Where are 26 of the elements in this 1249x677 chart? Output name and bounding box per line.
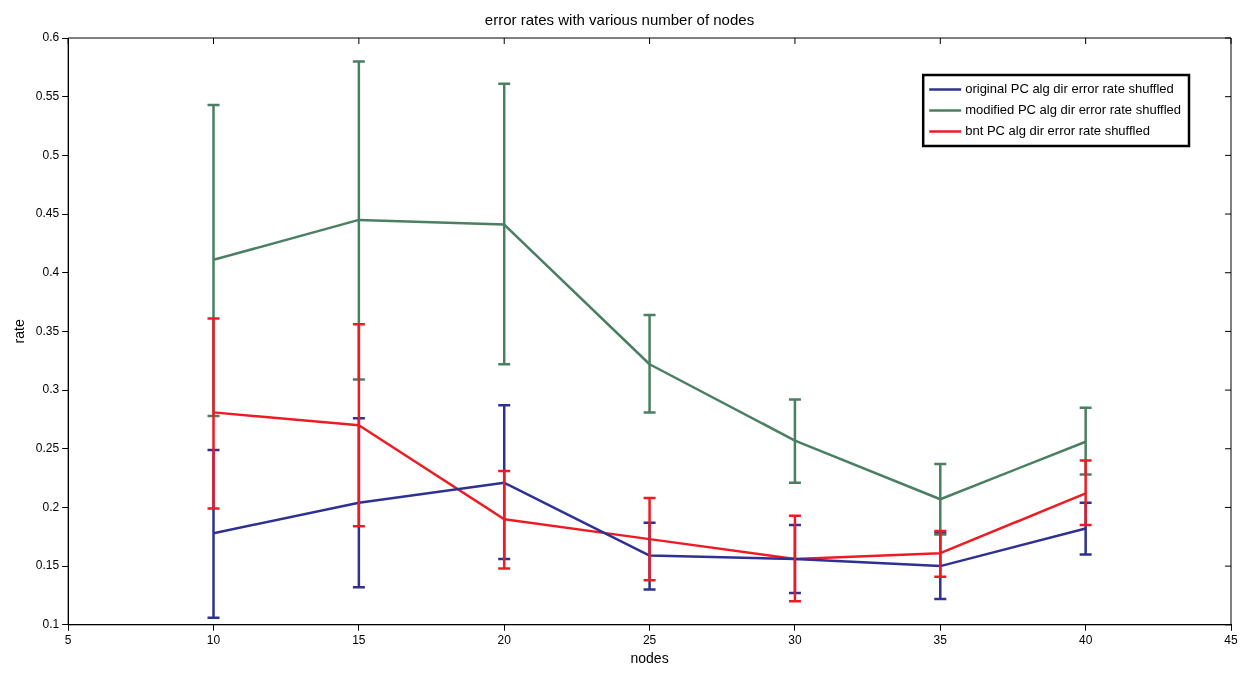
y-tick-label: 0.55 bbox=[35, 88, 60, 103]
x-axis-title: nodes bbox=[630, 650, 669, 667]
y-axis-title: rate bbox=[11, 319, 28, 344]
y-tick-label: 0.35 bbox=[35, 323, 60, 338]
y-tick-label: 0.15 bbox=[35, 558, 60, 573]
y-tick-label: 0.6 bbox=[42, 30, 60, 45]
y-tick-label: 0.4 bbox=[42, 265, 60, 280]
chart-title: error rates with various number of nodes bbox=[484, 11, 755, 29]
y-tick-label: 0.5 bbox=[42, 147, 60, 162]
y-tick-label: 0.1 bbox=[42, 617, 60, 632]
x-tick-label: 25 bbox=[642, 633, 657, 648]
x-tick-label: 10 bbox=[206, 633, 221, 648]
x-tick-label: 15 bbox=[352, 633, 366, 648]
y-tick-label: 0.25 bbox=[35, 441, 60, 456]
legend-label: original PC alg dir error rate shuffled bbox=[965, 81, 1174, 97]
x-tick-label: 20 bbox=[497, 633, 512, 648]
x-tick-label: 40 bbox=[1078, 633, 1093, 648]
y-tick-label: 0.3 bbox=[42, 382, 60, 397]
legend-label: bnt PC alg dir error rate shuffled bbox=[965, 123, 1150, 139]
x-tick-label: 5 bbox=[64, 633, 72, 648]
x-tick-label: 30 bbox=[788, 633, 802, 648]
y-tick-label: 0.2 bbox=[42, 499, 60, 514]
y-tick-label: 0.45 bbox=[35, 206, 60, 221]
x-tick-label: 45 bbox=[1224, 633, 1238, 648]
legend-label: modified PC alg dir error rate shuffled bbox=[965, 102, 1181, 118]
x-tick-label: 35 bbox=[933, 633, 948, 648]
